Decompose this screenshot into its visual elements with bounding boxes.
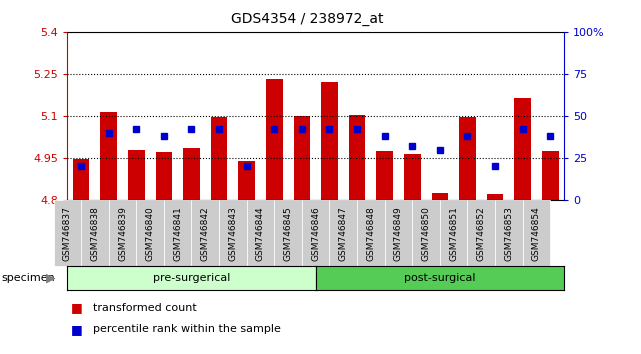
FancyBboxPatch shape (440, 200, 467, 266)
Text: post-surgical: post-surgical (404, 273, 476, 283)
Bar (321, 82, 338, 200)
Bar (183, 148, 200, 200)
FancyBboxPatch shape (164, 200, 192, 266)
Text: pre-surgerical: pre-surgerical (153, 273, 230, 283)
Text: GSM746842: GSM746842 (201, 207, 210, 261)
FancyBboxPatch shape (385, 200, 412, 266)
Bar (211, 117, 228, 200)
Text: GSM746844: GSM746844 (256, 207, 265, 261)
FancyBboxPatch shape (412, 200, 440, 266)
FancyBboxPatch shape (53, 200, 81, 266)
Text: specimen: specimen (1, 273, 55, 283)
Bar (266, 79, 283, 200)
Text: GDS4354 / 238972_at: GDS4354 / 238972_at (231, 12, 384, 27)
Bar (349, 115, 365, 200)
FancyBboxPatch shape (522, 200, 550, 266)
Text: GSM746852: GSM746852 (477, 207, 486, 261)
Text: GSM746849: GSM746849 (394, 207, 403, 261)
Text: GSM746846: GSM746846 (311, 207, 320, 261)
Bar (156, 152, 172, 200)
Bar (294, 116, 310, 200)
Bar (459, 117, 476, 200)
FancyBboxPatch shape (302, 200, 329, 266)
FancyBboxPatch shape (467, 200, 495, 266)
FancyBboxPatch shape (192, 200, 219, 266)
Text: GSM746850: GSM746850 (422, 207, 431, 262)
Text: GSM746839: GSM746839 (118, 207, 127, 262)
FancyBboxPatch shape (81, 200, 109, 266)
Text: ■: ■ (71, 323, 82, 336)
Bar (376, 151, 393, 200)
FancyBboxPatch shape (495, 200, 522, 266)
FancyBboxPatch shape (329, 200, 357, 266)
Text: GSM746853: GSM746853 (504, 207, 513, 262)
Text: GSM746845: GSM746845 (283, 207, 292, 261)
Text: GSM746854: GSM746854 (532, 207, 541, 261)
Bar (431, 193, 448, 200)
FancyBboxPatch shape (247, 200, 274, 266)
Text: GSM746848: GSM746848 (367, 207, 376, 261)
Bar (487, 194, 503, 200)
Bar (515, 98, 531, 200)
Bar (128, 149, 145, 200)
Text: GSM746838: GSM746838 (90, 207, 99, 262)
Text: GSM746840: GSM746840 (146, 207, 154, 261)
FancyBboxPatch shape (357, 200, 385, 266)
Text: GSM746837: GSM746837 (63, 207, 72, 262)
FancyBboxPatch shape (137, 200, 164, 266)
FancyBboxPatch shape (109, 200, 137, 266)
Text: GSM746843: GSM746843 (228, 207, 237, 261)
Text: ■: ■ (71, 302, 82, 314)
Text: GSM746851: GSM746851 (449, 207, 458, 262)
Bar (73, 159, 89, 200)
Text: GSM746841: GSM746841 (173, 207, 182, 261)
Bar (542, 151, 558, 200)
FancyBboxPatch shape (219, 200, 247, 266)
FancyBboxPatch shape (274, 200, 302, 266)
Text: GSM746847: GSM746847 (339, 207, 348, 261)
Text: percentile rank within the sample: percentile rank within the sample (93, 324, 281, 334)
Text: ▶: ▶ (46, 272, 56, 284)
Text: transformed count: transformed count (93, 303, 197, 313)
Bar (238, 161, 255, 200)
Bar (101, 112, 117, 200)
Bar (404, 154, 420, 200)
